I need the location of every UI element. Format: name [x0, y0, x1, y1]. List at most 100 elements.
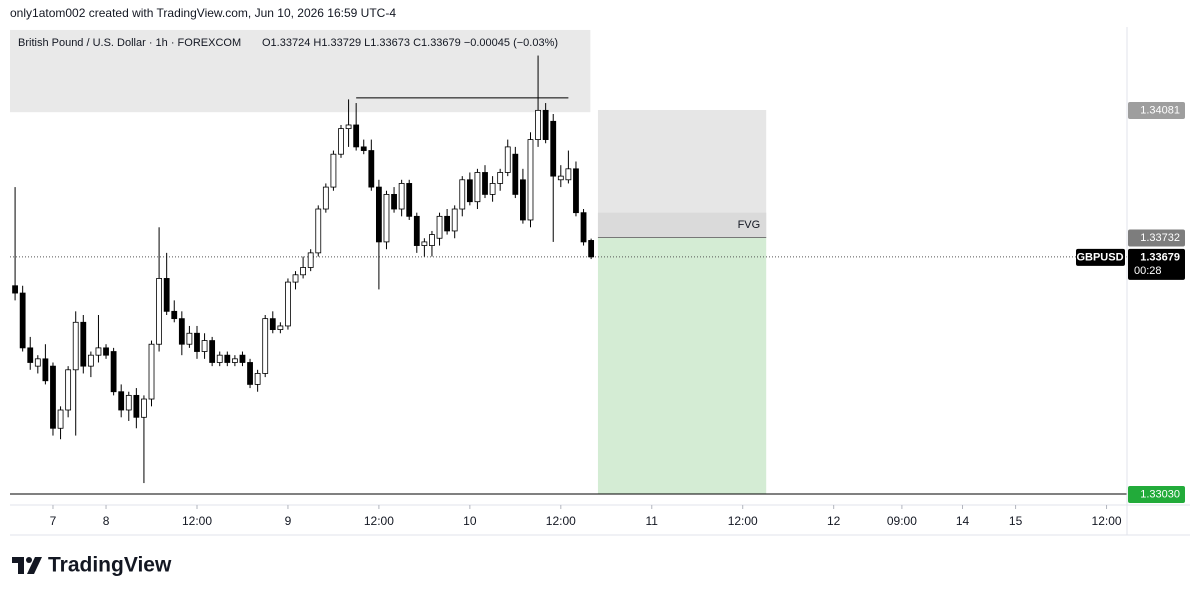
y-tick-label: 1.33800 — [1140, 207, 1180, 219]
candle-body — [315, 208, 322, 254]
candle-body — [421, 241, 428, 246]
attribution: only1atom002 created with TradingView.co… — [10, 6, 396, 20]
candle-body — [133, 394, 140, 418]
candle-body — [50, 365, 56, 429]
candle-body — [103, 347, 109, 356]
candle-body — [87, 354, 94, 367]
x-tick-label: 12:00 — [364, 514, 394, 528]
x-tick-label: 09:00 — [887, 514, 917, 528]
candle-body — [231, 358, 238, 363]
candle-body — [565, 168, 572, 181]
candle-body — [262, 318, 269, 374]
x-tick-label: 7 — [50, 514, 57, 528]
candle-body — [201, 340, 208, 352]
candle-body — [489, 183, 496, 195]
price-label-bg — [1128, 101, 1185, 119]
logo-mark — [12, 557, 24, 574]
candle-body — [338, 128, 344, 155]
candle-body — [178, 318, 185, 345]
candle-body — [118, 391, 125, 411]
candle-body — [239, 354, 246, 363]
candle-body — [65, 369, 72, 411]
price-label-bg — [1128, 486, 1185, 504]
x-tick-label: 12:00 — [728, 514, 758, 528]
zone — [597, 212, 767, 238]
x-tick-label: 15 — [1009, 514, 1023, 528]
candle-body — [391, 193, 397, 210]
candle-body — [300, 267, 307, 276]
countdown: 00:28 — [1134, 265, 1162, 277]
zone-label: FVG — [738, 219, 761, 231]
zone — [597, 237, 767, 495]
candle-body — [330, 153, 337, 188]
y-tick-label: 1.33500 — [1140, 316, 1180, 328]
candle-body — [27, 347, 34, 363]
candle-body — [194, 332, 200, 352]
y-tick-label: 1.33200 — [1140, 426, 1180, 438]
x-tick-label: 12:00 — [1092, 514, 1122, 528]
candle-body — [413, 215, 420, 246]
x-tick-label: 12 — [827, 514, 841, 528]
candle-body — [125, 394, 132, 411]
candle-body — [436, 215, 443, 239]
candle-body — [254, 373, 261, 385]
candle-body — [451, 208, 458, 232]
candle-body — [550, 120, 557, 177]
x-tick-label: 11 — [646, 514, 659, 528]
candle-body — [474, 172, 481, 203]
price-label-bg — [1128, 229, 1185, 247]
x-tick-label: 9 — [285, 514, 292, 528]
candle-body — [504, 146, 511, 173]
candle-body — [156, 278, 162, 345]
candle-body — [12, 285, 18, 294]
candle-body — [110, 351, 117, 393]
price-label: 1.33732 — [1140, 232, 1180, 244]
candle-body — [19, 292, 26, 349]
y-tick-label: 1.33100 — [1140, 462, 1180, 474]
logo-mark — [26, 557, 32, 563]
legend-values: O1.33724 H1.33729 L1.33673 C1.33679 −0.0… — [262, 37, 558, 49]
logo-mark — [27, 557, 42, 574]
candle-body — [80, 321, 87, 367]
candle-body — [57, 409, 64, 429]
logo: TradingView — [12, 554, 172, 577]
last-price: 1.33679 — [1140, 251, 1180, 263]
candle-body — [375, 186, 382, 243]
candle-body — [520, 179, 526, 221]
price-label: 1.34081 — [1140, 104, 1180, 116]
candle-body — [269, 318, 276, 331]
candle-body — [307, 252, 314, 268]
symbol-label-bg — [1076, 248, 1125, 266]
brand: TradingView — [48, 554, 172, 577]
zone — [10, 29, 591, 113]
candle-body — [535, 109, 541, 140]
candle-body — [322, 186, 329, 210]
y-tick-label: 1.34000 — [1140, 133, 1180, 145]
y-tick-label: 1.33900 — [1140, 170, 1180, 182]
y-tick-label: 1.33300 — [1140, 389, 1180, 401]
candle-body — [527, 139, 534, 221]
candle-body — [163, 278, 170, 312]
candle-body — [277, 325, 284, 331]
x-tick-label: 12:00 — [546, 514, 576, 528]
candle-body — [42, 358, 49, 382]
candle-body — [557, 175, 564, 181]
candle-body — [360, 146, 367, 151]
candle-body — [542, 109, 549, 140]
y-tick-label: 1.34200 — [1140, 60, 1180, 72]
x-tick-label: 12:00 — [182, 514, 212, 528]
x-tick-label: 10 — [463, 514, 477, 528]
x-tick-label: 14 — [956, 514, 970, 528]
candle-body — [368, 150, 375, 188]
candle-body — [580, 212, 587, 243]
candle-body — [292, 274, 299, 283]
candle-body — [383, 193, 390, 243]
candle-body — [406, 183, 413, 217]
candle-body — [34, 358, 41, 367]
x-tick-label: 8 — [103, 514, 110, 528]
candle-body — [247, 362, 253, 385]
candle-body — [216, 354, 223, 363]
last-price-bg — [1128, 248, 1185, 280]
